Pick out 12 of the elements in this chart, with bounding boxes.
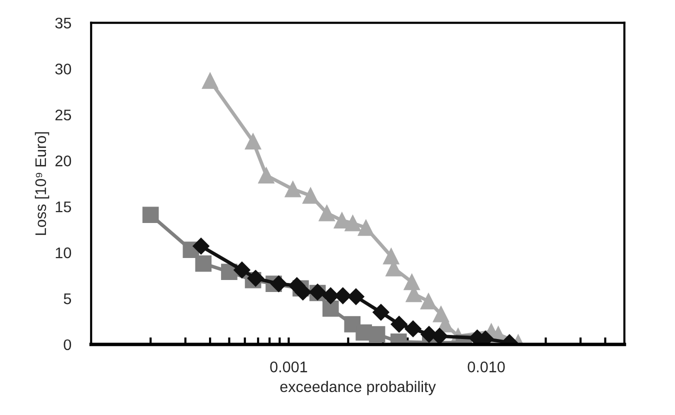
x-axis-title: exceedance probability — [280, 380, 436, 396]
y-tick-label: 35 — [55, 18, 72, 29]
y-tick-label: 25 — [55, 110, 72, 120]
y-tick-label: 0 — [64, 339, 72, 350]
y-tick-label: 10 — [56, 247, 72, 258]
y-tick-label: 5 — [64, 294, 72, 304]
y-tick-label: 15 — [56, 202, 72, 212]
x-tick-label: 0.001 — [270, 362, 308, 372]
y-tick-label: 30 — [55, 64, 72, 74]
y-tick-label: 20 — [55, 156, 72, 166]
y-axis-title: Loss [10⁹ Euro] — [34, 132, 50, 235]
x-tick-label: 0.010 — [468, 362, 505, 372]
